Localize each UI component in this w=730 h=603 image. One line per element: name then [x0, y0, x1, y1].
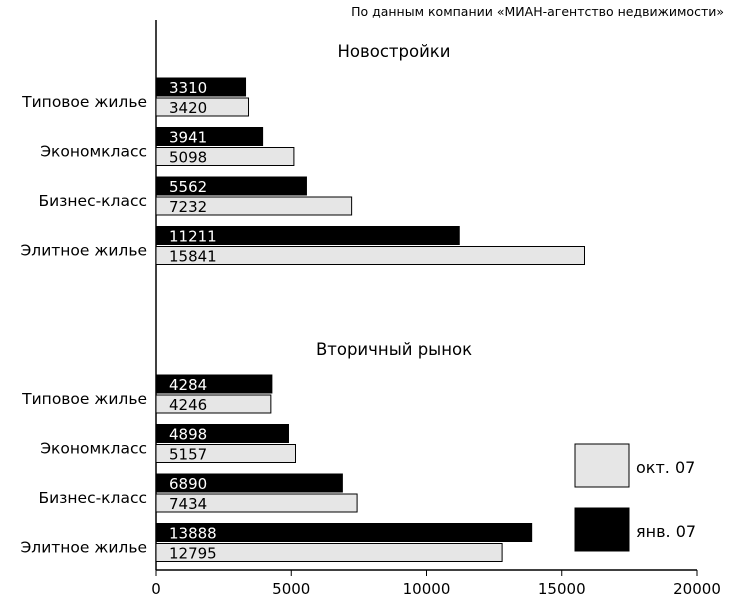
panel-2: Вторичный рынок Типовое жилье 4284 4246 Экон…	[20, 340, 533, 563]
bar	[155, 77, 247, 97]
x-tick-label: 15000	[538, 580, 586, 598]
bar	[155, 147, 295, 166]
data-label: 5098	[169, 149, 207, 167]
data-label: 5562	[169, 178, 207, 196]
bar	[155, 493, 358, 513]
bar	[155, 444, 296, 463]
data-label: 4898	[169, 426, 207, 444]
panel-title: Новостройки	[338, 42, 451, 61]
category-label: Бизнес-класс	[38, 489, 147, 507]
data-label: 15841	[169, 248, 217, 266]
panel-title: Вторичный рынок	[316, 340, 472, 359]
x-tick-label: 20000	[673, 580, 721, 598]
legend-label: окт. 07	[636, 458, 695, 477]
x-axis: 0 5000 10000 15000 20000	[151, 569, 721, 598]
category-label: Типовое жилье	[21, 93, 147, 111]
data-label: 11211	[169, 228, 217, 246]
x-tick-label: 5000	[272, 580, 310, 598]
x-tick-label: 10000	[403, 580, 451, 598]
bar	[155, 523, 533, 542]
bar	[155, 543, 503, 562]
data-label: 13888	[169, 525, 217, 543]
bar	[155, 176, 307, 196]
bar	[155, 196, 353, 216]
data-label: 7232	[169, 198, 207, 216]
panel-1: Новостройки Типовое жилье 3310 3420 Экономкл…	[20, 42, 585, 266]
data-label: 3941	[169, 129, 207, 147]
data-label: 4246	[169, 396, 207, 414]
data-label: 6890	[169, 475, 207, 493]
bar	[155, 473, 343, 493]
bar	[155, 127, 264, 146]
x-tick-label: 0	[151, 580, 161, 598]
bar	[155, 374, 273, 394]
legend-swatch	[574, 507, 630, 552]
legend: окт. 07 янв. 07	[574, 443, 696, 552]
bar	[155, 226, 460, 245]
category-label: Экономкласс	[40, 440, 147, 458]
data-label: 12795	[169, 545, 217, 563]
data-label: 3420	[169, 99, 207, 117]
source-note: По данным компании «МИАН-агентство недви…	[351, 4, 724, 19]
data-label: 3310	[169, 79, 207, 97]
data-label: 4284	[169, 376, 207, 394]
bar	[155, 97, 250, 117]
bar	[155, 246, 585, 265]
category-label: Элитное жилье	[20, 539, 147, 557]
category-label: Типовое жилье	[21, 390, 147, 408]
category-label: Бизнес-класс	[38, 192, 147, 210]
legend-label: янв. 07	[636, 522, 696, 541]
data-label: 7434	[169, 495, 207, 513]
category-label: Экономкласс	[40, 143, 147, 161]
bar	[155, 424, 289, 443]
category-label: Элитное жилье	[20, 242, 147, 260]
legend-swatch	[574, 443, 630, 488]
data-label: 5157	[169, 446, 207, 464]
bar	[155, 394, 272, 414]
